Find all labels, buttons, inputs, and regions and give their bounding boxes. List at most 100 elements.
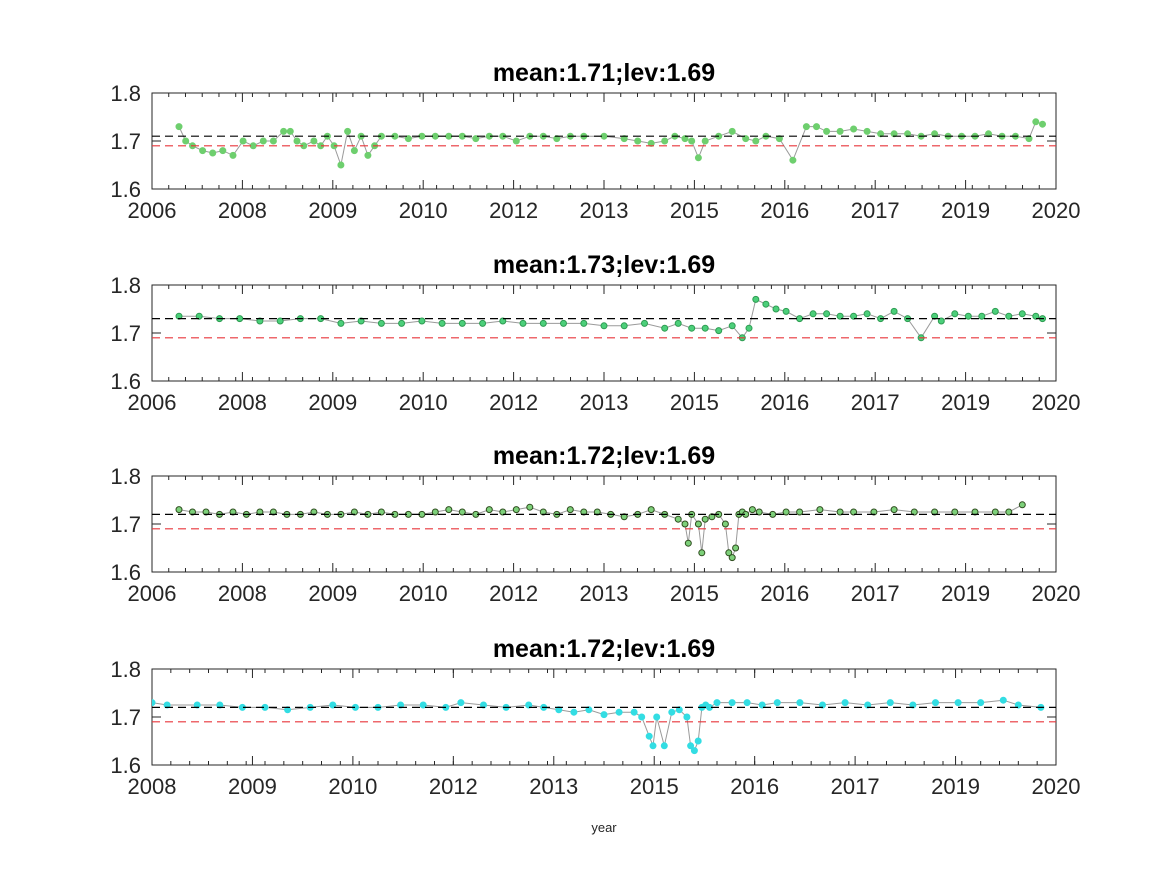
data-point [796, 699, 804, 707]
data-point [645, 732, 653, 740]
data-point [937, 317, 945, 325]
data-point [229, 151, 237, 159]
data-point [904, 130, 912, 138]
data-point [698, 549, 706, 557]
data-point [600, 711, 608, 719]
data-point [445, 132, 453, 140]
data-point [701, 324, 709, 332]
data-point [209, 149, 217, 157]
data-point [1018, 310, 1026, 318]
data-point [512, 137, 520, 145]
x-tick-label: 2020 [1032, 198, 1081, 223]
data-point [687, 742, 695, 750]
data-point [823, 127, 831, 135]
data-point [701, 137, 709, 145]
x-tick-label: 2012 [489, 198, 538, 223]
data-point [1032, 118, 1040, 126]
y-tick-label: 1.8 [110, 464, 141, 489]
data-point [823, 310, 831, 318]
x-tick-label: 2015 [670, 581, 719, 606]
data-point [999, 696, 1007, 704]
data-point [694, 154, 702, 162]
data-point [585, 706, 593, 714]
data-point [985, 130, 992, 138]
x-tick-label: 2009 [308, 198, 357, 223]
data-point [286, 127, 294, 135]
data-point [404, 135, 412, 143]
x-tick-label: 2006 [128, 390, 177, 415]
data-point [499, 508, 507, 516]
panel-4: 2008 2009 2010 2012 2013 2015 2016 2017 2019 2020… [110, 635, 1080, 835]
x-tick-label: 2019 [941, 390, 990, 415]
data-point [758, 701, 766, 709]
data-point [782, 508, 790, 516]
data-point [728, 127, 736, 135]
data-point [674, 515, 682, 523]
data-point [661, 324, 669, 332]
series-line [152, 699, 1041, 752]
data-point [1014, 701, 1022, 709]
x-tick-label: 2008 [128, 774, 177, 799]
data-point [660, 742, 668, 750]
data-point [219, 147, 227, 155]
data-point [329, 701, 337, 709]
data-point [690, 747, 698, 755]
data-point [701, 515, 709, 523]
data-point [485, 506, 493, 514]
data-point [732, 544, 740, 552]
data-point [570, 708, 578, 716]
x-tick-label: 2009 [308, 581, 357, 606]
x-tick-label: 2017 [851, 198, 900, 223]
x-tick-label: 2015 [630, 774, 679, 799]
x-tick-label: 2010 [399, 581, 448, 606]
data-point [877, 130, 885, 138]
data-point [752, 137, 760, 145]
data-point [457, 699, 465, 707]
data-point [458, 319, 466, 327]
x-tick-label: 2017 [851, 390, 900, 415]
data-point [560, 319, 567, 327]
data-point [688, 137, 696, 145]
data-point [681, 520, 689, 528]
data-point [850, 312, 858, 320]
x-tick-label: 2010 [399, 390, 448, 415]
y-tick-label: 1.8 [110, 657, 141, 682]
data-point [890, 130, 898, 138]
data-point [796, 315, 804, 323]
data-point [239, 137, 247, 145]
data-point [841, 699, 849, 707]
data-point [638, 713, 646, 721]
data-point [684, 539, 692, 547]
x-tick-label: 2019 [931, 774, 980, 799]
data-point [836, 127, 844, 135]
x-tick-label: 2019 [941, 198, 990, 223]
y-tick-label: 1.8 [110, 81, 141, 106]
data-point [438, 319, 446, 327]
data-point [890, 307, 898, 315]
x-tick-label: 2006 [128, 581, 177, 606]
data-point [813, 123, 820, 131]
y-tick-label: 1.6 [110, 369, 141, 394]
data-point [886, 699, 894, 707]
data-point [728, 699, 736, 707]
data-point [458, 508, 466, 516]
data-point [762, 300, 770, 308]
data-point [350, 147, 358, 155]
data-point [772, 305, 780, 313]
data-point [152, 699, 156, 707]
y-tick-label: 1.7 [110, 321, 141, 346]
panels: 2006 2008 2009 2010 2012 2013 2015 2016 2017 2019… [110, 59, 1080, 835]
data-point [276, 317, 284, 325]
data-point [773, 699, 781, 707]
x-tick-label: 2020 [1032, 774, 1081, 799]
data-point [445, 506, 453, 514]
data-point [280, 127, 288, 135]
x-tick-label: 2013 [580, 390, 629, 415]
data-point [910, 508, 918, 516]
panel-title: mean:1.71;lev:1.69 [493, 59, 715, 87]
y-tick-label: 1.6 [110, 560, 141, 585]
data-point [310, 137, 318, 145]
x-tick-label: 2016 [760, 198, 809, 223]
x-tick-label: 2020 [1032, 581, 1081, 606]
data-point [472, 135, 480, 143]
